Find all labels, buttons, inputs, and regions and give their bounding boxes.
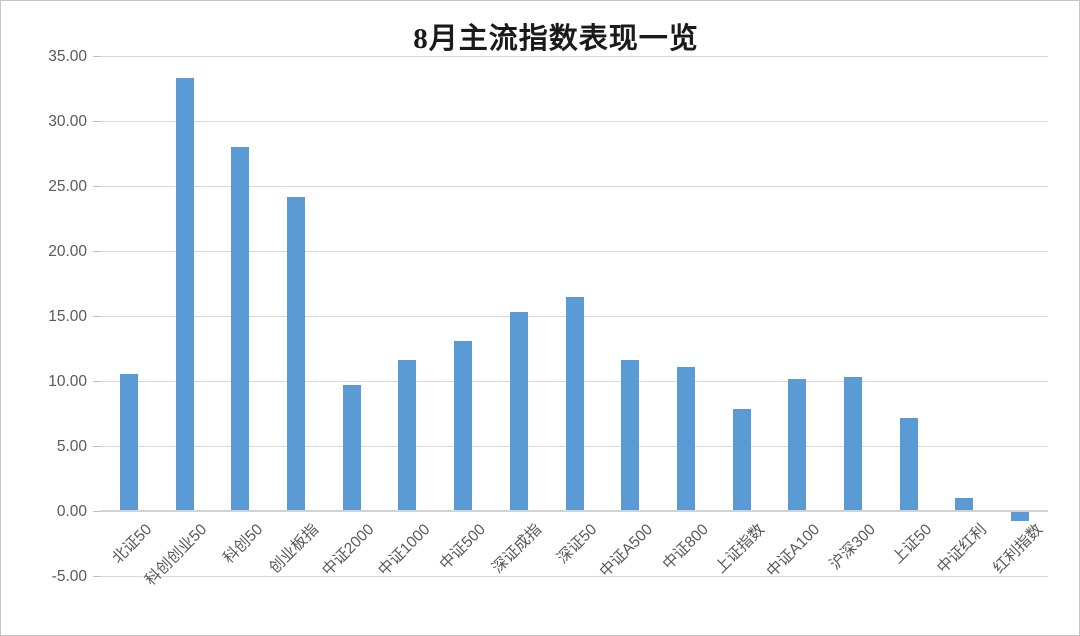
gridline — [101, 55, 1048, 57]
x-axis-label: 红利指数 — [990, 521, 1047, 577]
x-axis-label: 科创50 — [220, 521, 267, 568]
x-axis-label: 深证50 — [554, 521, 601, 568]
y-axis-tick — [93, 380, 101, 382]
y-axis-label: 15.00 — [48, 307, 87, 325]
y-axis-label: -5.00 — [51, 568, 87, 585]
y-axis-tick — [93, 120, 101, 122]
y-axis-tick — [93, 55, 101, 57]
y-axis-tick — [93, 250, 101, 252]
bar — [621, 360, 640, 512]
x-axis-label: 中证A100 — [763, 521, 824, 581]
bar — [732, 408, 751, 512]
y-axis-label: 25.00 — [48, 177, 87, 195]
gridline — [101, 120, 1048, 122]
bar — [1011, 511, 1030, 521]
bar — [342, 385, 361, 512]
bar — [509, 312, 528, 512]
bar — [955, 498, 974, 512]
y-axis-tick — [93, 315, 101, 317]
gridline — [101, 576, 1048, 577]
gridline — [101, 185, 1048, 187]
bar — [676, 366, 695, 512]
y-axis-tick — [93, 576, 101, 577]
bar — [175, 78, 194, 512]
x-axis-label: 深证成指 — [488, 521, 545, 577]
bar — [844, 377, 863, 512]
x-axis-label: 中证A500 — [596, 521, 657, 581]
bar — [286, 196, 305, 512]
x-axis-label: 创业板指 — [266, 521, 323, 577]
bar — [899, 417, 918, 512]
y-axis-label: 35.00 — [48, 47, 87, 65]
x-axis-label: 沪深300 — [826, 521, 880, 574]
x-axis-label: 中证1000 — [375, 521, 434, 580]
y-axis-label: 30.00 — [48, 112, 87, 130]
y-axis-tick — [93, 185, 101, 187]
x-axis-label: 中证800 — [659, 521, 712, 574]
y-axis-label: 10.00 — [48, 372, 87, 390]
x-axis-label: 北证50 — [108, 521, 155, 568]
y-axis-tick — [93, 445, 101, 447]
y-axis-label: 0.00 — [56, 502, 87, 520]
bar — [231, 147, 250, 512]
bar — [565, 296, 584, 512]
y-axis-label: 5.00 — [56, 437, 87, 455]
x-axis-label: 中证红利 — [934, 521, 991, 577]
x-axis-label: 中证2000 — [319, 521, 378, 580]
x-axis-line — [101, 510, 1048, 513]
chart-title: 8月主流指数表现一览 — [413, 23, 699, 55]
x-axis-label: 上证50 — [888, 521, 935, 568]
y-axis-label: 20.00 — [48, 242, 87, 260]
gridline — [101, 250, 1048, 252]
bar — [788, 378, 807, 512]
bar — [398, 360, 417, 512]
bar — [454, 340, 473, 512]
x-axis-label: 中证500 — [436, 521, 490, 574]
y-axis-tick — [93, 510, 101, 512]
x-axis-label: 上证指数 — [711, 521, 768, 577]
bar — [119, 373, 138, 512]
